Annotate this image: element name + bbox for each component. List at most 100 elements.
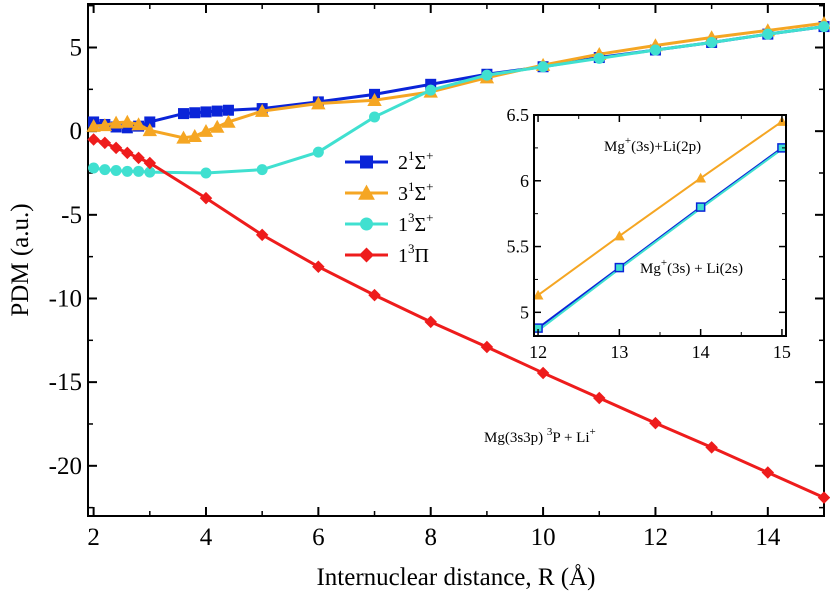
data-point-triangle <box>210 119 225 133</box>
data-point-diamond <box>121 146 134 160</box>
annotation-after-text: P + Li <box>552 430 589 446</box>
data-point-triangle <box>108 115 124 129</box>
legend-label-sup: 1 <box>408 179 415 194</box>
annotation-superscript: 3 <box>547 426 553 438</box>
data-point-diamond <box>132 151 145 165</box>
data-point-circle <box>537 61 549 73</box>
data-point-circle <box>99 164 111 176</box>
data-point-diamond <box>368 288 381 302</box>
y-tick-label: -5 <box>61 202 82 229</box>
data-point-circle <box>706 36 718 48</box>
inset-annotation-li2s-sup: + <box>661 257 667 269</box>
data-point-square <box>425 78 437 90</box>
data-point-diamond <box>87 133 100 146</box>
data-point-triangle <box>142 123 158 137</box>
series-line <box>93 21 825 140</box>
legend-label-sup: 3 <box>408 210 415 225</box>
inset-annotation-li2s: Mg+(3s) + Li(2s) <box>640 257 743 277</box>
annotation-mg3s3p-li-plus: Mg(3s3p) 3P + Li+ <box>484 426 596 446</box>
inset-x-tick-label: 14 <box>692 342 710 362</box>
inset-x-tick-label: 13 <box>610 342 628 362</box>
inset-ticks: 12 13 14 15 5 5.5 6 6.5 <box>507 105 791 362</box>
inset-data-point-triangle <box>613 230 625 241</box>
data-point-triangle <box>131 117 146 131</box>
data-point-circle <box>133 165 145 177</box>
data-point-circle <box>110 164 122 176</box>
data-point-circle <box>200 167 212 179</box>
inset-data-point-triangle <box>532 289 544 300</box>
data-point-diamond <box>480 340 494 354</box>
legend-label-tail: + <box>426 210 433 225</box>
x-tick-label: 4 <box>200 524 213 551</box>
legend: 21Σ+31Σ+13Σ+13Π <box>345 148 433 267</box>
legend-label-tail: + <box>426 179 433 194</box>
inset-y-tick-label: 5 <box>520 302 529 322</box>
x-tick-label: 8 <box>424 524 437 551</box>
y-axis-label: PDM (a.u.) <box>7 203 34 316</box>
data-point-circle <box>256 164 268 176</box>
data-point-square <box>200 106 212 118</box>
legend-label-base: 2 <box>398 152 408 174</box>
inset-y-tick-label: 5.5 <box>507 237 530 257</box>
data-point-circle <box>121 165 133 177</box>
y-tick-label: -10 <box>49 285 82 312</box>
legend-swatch-triangle <box>358 184 375 200</box>
x-tick-label: 10 <box>531 524 556 551</box>
legend-label-base: 1 <box>398 214 408 236</box>
data-point-square <box>211 105 223 117</box>
data-point-circle <box>425 84 437 96</box>
data-point-circle <box>369 111 381 123</box>
inset-annotation-li2p-a: Mg <box>604 139 625 155</box>
y-tick-label: -20 <box>49 453 82 480</box>
main-series <box>86 16 830 504</box>
legend-swatch-diamond <box>359 247 374 263</box>
data-point-diamond <box>593 391 606 405</box>
data-point-square <box>189 107 201 119</box>
data-point-diamond <box>143 156 157 170</box>
legend-swatch-square <box>360 155 373 169</box>
data-point-circle <box>593 52 605 64</box>
data-point-triangle <box>367 93 382 106</box>
legend-label: 13Π <box>398 241 429 267</box>
data-point-diamond <box>424 315 437 329</box>
data-point-triangle <box>254 103 270 117</box>
inset-annotation-li2s-b: (3s) + Li(2s) <box>667 261 743 277</box>
data-point-diamond <box>255 228 269 242</box>
legend-label-sym: Σ <box>415 183 427 205</box>
inset-annotation-li2p: Mg+(3s)+Li(2p) <box>604 135 701 155</box>
legend-label-sym: Σ <box>415 214 427 236</box>
data-point-square <box>121 122 133 134</box>
data-point-diamond <box>98 136 112 150</box>
x-tick-label: 2 <box>87 524 100 551</box>
legend-label-sym: Σ <box>415 152 427 174</box>
legend-label-sym: Π <box>415 245 429 267</box>
legend-swatch-circle <box>360 217 373 231</box>
data-point-triangle <box>97 118 113 132</box>
inset-annotation-li2p-b: (3s)+Li(2p) <box>631 139 701 155</box>
x-tick-label: 14 <box>755 524 781 551</box>
data-point-triangle <box>221 114 236 128</box>
legend-label: 21Σ+ <box>398 148 433 174</box>
data-point-triangle <box>187 128 202 142</box>
data-point-circle <box>144 166 156 178</box>
data-point-triangle <box>86 118 101 132</box>
data-point-triangle <box>176 130 191 144</box>
inset-data-point-triangle <box>695 172 707 183</box>
data-point-square <box>178 108 190 120</box>
inset-series-line <box>537 148 783 332</box>
data-point-triangle <box>311 96 326 110</box>
inset-series <box>532 116 788 333</box>
data-point-diamond <box>199 191 213 205</box>
inset-data-point-square <box>614 262 625 273</box>
data-point-diamond <box>649 416 662 430</box>
data-point-circle <box>312 146 324 158</box>
data-point-square <box>144 116 156 128</box>
data-point-diamond <box>705 441 718 454</box>
inset-x-tick-label: 12 <box>529 342 547 362</box>
x-tick-label: 6 <box>312 524 325 551</box>
data-point-circle <box>818 21 830 33</box>
data-point-diamond <box>536 366 550 380</box>
inset-y-tick-label: 6.5 <box>507 105 530 125</box>
main-plot-frame <box>87 3 825 517</box>
